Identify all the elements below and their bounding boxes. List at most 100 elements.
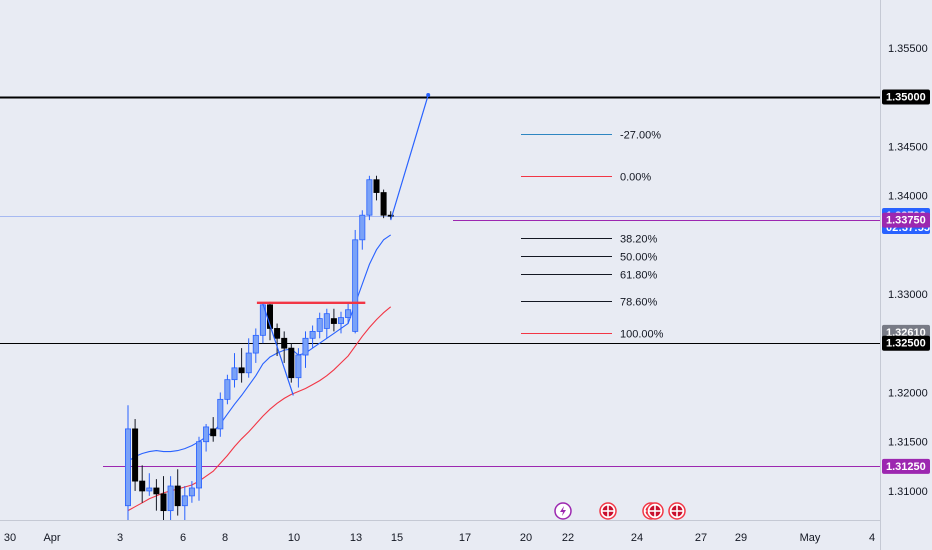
- price-tag[interactable]: [882, 458, 930, 474]
- candle: [323, 308, 330, 339]
- candle-body: [210, 428, 217, 437]
- price-tag[interactable]: [882, 89, 930, 105]
- candle-body: [387, 214, 394, 217]
- price-axis-tick-label: 1.31500: [888, 437, 928, 449]
- candle-body: [203, 426, 210, 443]
- candle-body: [217, 398, 224, 430]
- candle-body: [146, 487, 153, 492]
- candle: [224, 374, 231, 405]
- candle: [153, 479, 160, 511]
- price-axis-tick-label: 1.34500: [888, 141, 928, 153]
- time-axis-tick-label: May: [800, 532, 821, 544]
- candle-body: [288, 347, 295, 379]
- candle: [281, 331, 288, 363]
- candle: [139, 465, 146, 503]
- time-axis-bg[interactable]: [0, 520, 880, 550]
- price-tag-label: 1.31250: [886, 461, 926, 473]
- time-axis-tick-label: 29: [735, 532, 747, 544]
- plot-area[interactable]: [0, 0, 880, 520]
- candle-body: [302, 337, 309, 356]
- time-axis-tick-label: 27: [695, 532, 707, 544]
- candle-body: [188, 487, 195, 497]
- time-axis-tick-label: 30: [4, 532, 16, 544]
- price-tags-layer: 1.350001.3379202:37:551.337501.326101.32…: [882, 89, 930, 474]
- uk-flag-icon[interactable]: [646, 502, 664, 520]
- time-axis-tick-label: 6: [180, 532, 186, 544]
- candle-body: [337, 317, 344, 324]
- trendlines-layer: [256, 93, 431, 396]
- price-axis-tick-label: 1.33000: [888, 289, 928, 301]
- candle-body: [373, 179, 380, 193]
- candle-body: [160, 493, 167, 512]
- lightning-icon[interactable]: [554, 502, 572, 520]
- candle-body: [231, 367, 238, 381]
- candle-body: [245, 352, 252, 374]
- time-axis-tick-label: 10: [288, 532, 300, 544]
- candle: [174, 469, 181, 516]
- time-axis-tick-label: 24: [631, 532, 643, 544]
- candle-body: [330, 318, 337, 324]
- candle: [231, 353, 238, 388]
- candle: [288, 343, 295, 383]
- price-tag-label: 1.35000: [886, 92, 926, 104]
- price-tag[interactable]: [882, 212, 930, 228]
- fib-level-label: 100.00%: [620, 329, 664, 341]
- candle-body: [125, 428, 132, 507]
- price-axis-tick-label: 1.35500: [888, 43, 928, 55]
- candle-body: [153, 487, 160, 495]
- price-axis-tick-label: 1.31000: [888, 486, 928, 498]
- candle: [252, 328, 259, 363]
- candle: [217, 392, 224, 437]
- time-axis-tick-label: 4: [869, 532, 875, 544]
- candle: [210, 417, 217, 442]
- candle: [188, 481, 195, 503]
- candle: [274, 323, 281, 357]
- candle: [373, 175, 380, 201]
- trendline-end-point: [426, 93, 431, 98]
- uk-flag-icon[interactable]: [668, 502, 686, 520]
- candle-body: [352, 239, 359, 332]
- candle: [295, 348, 302, 388]
- time-axis-tick-label: 17: [459, 532, 471, 544]
- fib-level-label: -27.00%: [620, 130, 661, 142]
- events-layer: [554, 502, 686, 520]
- time-axis-tick-label: 13: [350, 532, 362, 544]
- candle: [352, 229, 359, 334]
- price-tag-label: 1.33750: [886, 215, 926, 227]
- fib-level-label: 0.00%: [620, 172, 651, 184]
- candle-body: [132, 428, 139, 482]
- candle-body: [224, 379, 231, 400]
- candle: [345, 303, 352, 324]
- candle-body: [195, 441, 202, 489]
- candle-body: [238, 367, 245, 374]
- trendline[interactable]: [390, 94, 429, 221]
- candle-body: [359, 214, 366, 241]
- fib-level-label: 61.80%: [620, 270, 658, 282]
- candle: [380, 189, 387, 219]
- time-axis-tick-label: Apr: [43, 532, 60, 544]
- candle: [203, 423, 210, 452]
- candle-body: [323, 313, 330, 329]
- uk-flag-icon[interactable]: [599, 502, 617, 520]
- time-axis-tick-label: 15: [391, 532, 403, 544]
- candle-body: [345, 309, 352, 319]
- candle: [181, 486, 188, 521]
- horizontal-levels-layer: [0, 96, 880, 467]
- candle: [132, 419, 139, 491]
- candle-body: [139, 480, 146, 492]
- lightning-glyph: [560, 506, 566, 516]
- candle-body: [309, 331, 316, 339]
- candle: [167, 476, 174, 521]
- candle: [195, 436, 202, 501]
- price-axis-tick-label: 1.34000: [888, 190, 928, 202]
- trendline[interactable]: [262, 303, 294, 396]
- candle: [125, 405, 132, 521]
- price-tag[interactable]: [882, 335, 930, 351]
- candle: [146, 473, 153, 496]
- price-tag-label: 1.32500: [886, 338, 926, 350]
- candle: [309, 325, 316, 349]
- price-axis: 1.35500 1.34500 1.34000 1.33000 1.32000 1.315…: [888, 43, 928, 498]
- time-axis: 30 Apr 3 6 8 10 13 15 17 20 22 24 27 29 May 4: [4, 532, 875, 544]
